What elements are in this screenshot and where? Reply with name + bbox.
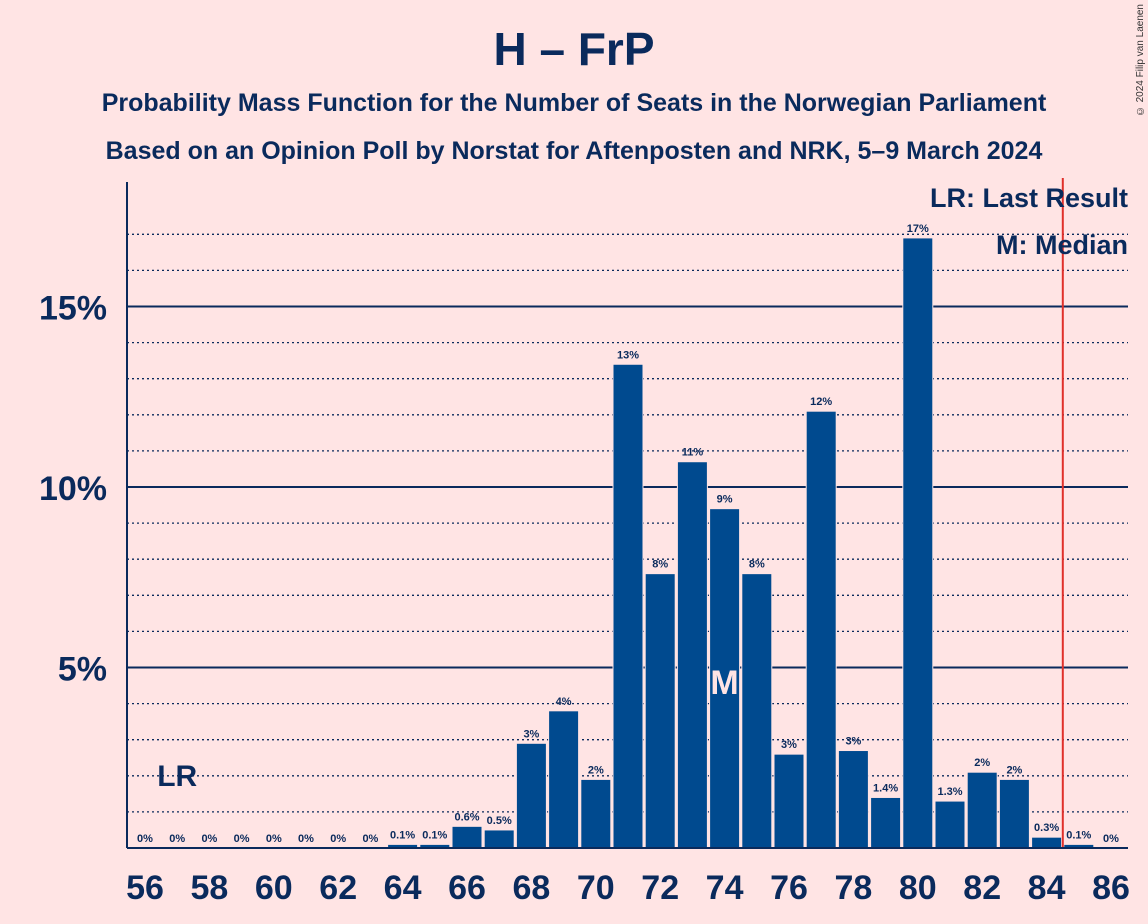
bar-value-label: 11%: [682, 447, 704, 459]
x-tick-label: 72: [641, 869, 679, 907]
legend-median: M: Median: [996, 230, 1128, 260]
bar: [902, 237, 934, 849]
y-tick-label: 5%: [58, 651, 107, 689]
bar-value-label: 17%: [907, 223, 929, 235]
bar-value-label: 0.1%: [422, 829, 447, 841]
bar-value-label: 12%: [810, 396, 832, 408]
y-tick-label: 10%: [39, 470, 107, 508]
bar-value-label: 0%: [266, 833, 282, 845]
chart-subtitle-2: Based on an Opinion Poll by Norstat for …: [105, 137, 1043, 165]
bar-value-label: 0.1%: [1066, 829, 1091, 841]
bar-value-label: 8%: [749, 559, 765, 571]
bar-value-label: 0%: [330, 833, 346, 845]
x-tick-label: 76: [770, 869, 808, 907]
bar: [837, 750, 869, 849]
bar: [644, 573, 676, 849]
bar: [998, 778, 1030, 849]
bar: [483, 829, 515, 849]
bar-value-label: 0%: [201, 833, 217, 845]
bar: [580, 778, 612, 849]
bar-value-label: 1.3%: [937, 786, 962, 798]
bar-value-label: 8%: [652, 559, 668, 571]
x-tick-label: 86: [1092, 869, 1130, 907]
x-tick-label: 56: [126, 869, 164, 907]
x-tick-label: 58: [190, 869, 228, 907]
bar-value-label: 3%: [523, 728, 539, 740]
bar-value-label: 13%: [617, 349, 639, 361]
bar: [773, 753, 805, 849]
last-result-marker: LR: [157, 760, 197, 793]
bar: [1031, 836, 1063, 849]
y-tick-label: 15%: [39, 290, 107, 328]
x-tick-label: 84: [1028, 869, 1066, 907]
bar-value-label: 0%: [169, 833, 185, 845]
bar-value-label: 0%: [298, 833, 314, 845]
legend-last-result: LR: Last Result: [929, 183, 1128, 213]
bar-value-label: 0.3%: [1034, 822, 1059, 834]
x-tick-label: 64: [384, 869, 422, 907]
bar: [966, 771, 998, 849]
bar-value-label: 0%: [234, 833, 250, 845]
chart-subtitle-1: Probability Mass Function for the Number…: [101, 89, 1047, 117]
bar: [451, 825, 483, 849]
x-tick-label: 66: [448, 869, 486, 907]
x-tick-label: 80: [899, 869, 937, 907]
bar-value-label: 0.1%: [390, 829, 415, 841]
bar-value-label: 0%: [1103, 833, 1119, 845]
x-tick-label: 62: [319, 869, 357, 907]
bar-value-label: 1.4%: [873, 782, 898, 794]
x-tick-label: 70: [577, 869, 615, 907]
bar: [741, 573, 773, 849]
chart-title: H – FrP: [493, 23, 655, 75]
bar: [870, 796, 902, 849]
bar-value-label: 2%: [1006, 764, 1022, 776]
x-tick-label: 74: [706, 869, 744, 907]
bar-value-label: 3%: [781, 739, 797, 751]
bar: [515, 742, 547, 849]
bar: [934, 800, 966, 849]
x-tick-label: 78: [834, 869, 872, 907]
bar-value-label: 2%: [588, 764, 604, 776]
bar-value-label: 0.5%: [487, 815, 512, 827]
bar: [548, 710, 580, 849]
bar-value-label: 3%: [845, 736, 861, 748]
bar-value-label: 0%: [137, 833, 153, 845]
bar: [612, 363, 644, 849]
bar-value-label: 2%: [974, 757, 990, 769]
bar-value-label: 9%: [717, 494, 733, 506]
x-tick-label: 82: [963, 869, 1001, 907]
bar-value-label: 0.6%: [454, 811, 479, 823]
bar: [805, 410, 837, 849]
x-tick-label: 60: [255, 869, 293, 907]
bar: [676, 461, 708, 849]
median-marker: M: [710, 664, 738, 702]
bar-value-label: 0%: [362, 833, 378, 845]
bar-value-label: 4%: [556, 696, 572, 708]
x-tick-label: 68: [512, 869, 550, 907]
